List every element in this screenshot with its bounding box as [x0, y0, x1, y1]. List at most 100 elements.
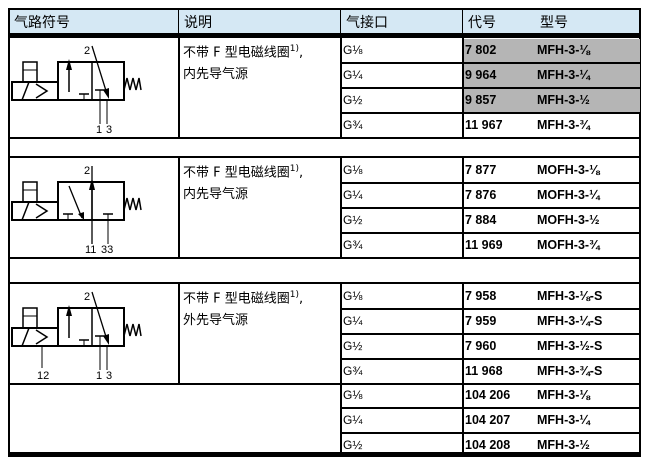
- description: 不带 F 型电磁线圈1), 内先导气源: [183, 158, 303, 206]
- port-size: G½: [343, 213, 363, 227]
- part-number: 7 958: [465, 289, 497, 303]
- row-divider: [340, 207, 641, 209]
- pneumatic-valve-symbol: 2 1 3 12: [11, 291, 142, 382]
- part-number: 104 208: [465, 438, 511, 452]
- port-size: G¼: [343, 188, 363, 202]
- part-number: 11 968: [465, 364, 503, 378]
- part-number: 7 960: [465, 339, 497, 353]
- port-size: G¾: [343, 118, 363, 132]
- model-type: MFH-3-⅛: [537, 43, 590, 57]
- column-divider: [178, 8, 179, 34]
- header-code: 代号: [468, 15, 496, 31]
- model-type: MFH-3-⅛-S: [537, 289, 603, 303]
- description-line1: 不带 F 型电磁线圈: [183, 291, 290, 307]
- port-size: G⅛: [343, 388, 363, 402]
- port-label-in: 1: [96, 370, 102, 382]
- port-size: G½: [343, 93, 363, 107]
- part-number: 11 967: [465, 118, 503, 132]
- row-divider: [340, 308, 641, 310]
- model-type: MFH-3-¼-S: [537, 314, 603, 328]
- row-divider: [340, 182, 641, 184]
- port-size: G½: [343, 339, 363, 353]
- model-type: MFH-3-½: [537, 438, 590, 452]
- port-size: G¼: [343, 413, 363, 427]
- column-divider: [178, 38, 180, 137]
- table-header: [8, 8, 641, 34]
- row-divider: [340, 87, 641, 89]
- model-type: MOFH-3-⅛: [537, 163, 600, 177]
- model-type: MFH-3-½-S: [537, 339, 603, 353]
- column-divider: [178, 158, 180, 257]
- row-divider: [340, 432, 641, 434]
- port-label-out: 2: [84, 45, 90, 57]
- footnote-ref: 1): [289, 44, 299, 54]
- pneumatic-valve-symbol: 2 11 33: [11, 165, 142, 256]
- port-label-in: 11: [85, 244, 96, 256]
- model-type: MFH-3-¾-S: [537, 364, 603, 378]
- port-label-out: 2: [84, 291, 90, 303]
- port-size: G½: [343, 438, 363, 452]
- column-divider: [462, 8, 463, 34]
- section-divider: [8, 383, 641, 385]
- table-bottom-border: [8, 452, 641, 457]
- model-type: MFH-3-⅛: [537, 388, 590, 402]
- port-label-exhaust: 3: [106, 124, 112, 136]
- row-divider: [340, 407, 641, 409]
- port-label-exhaust: 33: [101, 244, 113, 256]
- port-label-pilot: 12: [37, 370, 49, 382]
- header-divider: [8, 33, 641, 38]
- model-type: MOFH-3-¼: [537, 188, 600, 202]
- pneumatic-valve-symbol: 2 1 3: [11, 45, 142, 136]
- footnote-ref: 1): [289, 290, 299, 300]
- header-model: 型号: [540, 15, 568, 31]
- row-divider: [340, 112, 641, 114]
- column-divider: [340, 383, 342, 452]
- part-number: 104 206: [465, 388, 511, 402]
- port-size: G¾: [343, 238, 363, 252]
- highlight-bg: [462, 89, 640, 112]
- port-label-out: 2: [84, 165, 90, 177]
- section-divider: [8, 137, 641, 139]
- part-number: 9 857: [465, 93, 497, 107]
- section-divider: [8, 257, 641, 259]
- description-line1: 不带 F 型电磁线圈: [183, 45, 290, 61]
- part-number: 7 959: [465, 314, 497, 328]
- row-divider: [340, 232, 641, 234]
- header-symbol: 气路符号: [14, 15, 70, 31]
- part-number: 104 207: [465, 413, 511, 427]
- column-divider: [340, 8, 341, 34]
- description-line2: 内先导气源: [183, 67, 249, 83]
- description: 不带 F 型电磁线圈1), 内先导气源: [183, 38, 303, 86]
- comma: ,: [299, 291, 304, 307]
- row-divider: [340, 333, 641, 335]
- port-size: G¾: [343, 364, 363, 378]
- model-type: MFH-3-¾: [537, 118, 590, 132]
- row-divider: [340, 358, 641, 360]
- footnote-ref: 1): [289, 164, 299, 174]
- part-number: 7 876: [465, 188, 497, 202]
- port-label-exhaust: 3: [106, 370, 112, 382]
- model-type: MFH-3-¼: [537, 68, 590, 82]
- description: 不带 F 型电磁线圈1), 外先导气源: [183, 284, 303, 332]
- model-type: MOFH-3-¾: [537, 238, 600, 252]
- part-number: 7 884: [465, 213, 497, 227]
- header-description: 说明: [184, 15, 212, 31]
- model-type: MFH-3-¼: [537, 413, 590, 427]
- comma: ,: [299, 45, 304, 61]
- port-label-in: 1: [96, 124, 102, 136]
- comma: ,: [299, 165, 304, 181]
- part-number: 7 877: [465, 163, 497, 177]
- part-number: 7 802: [465, 43, 497, 57]
- column-divider: [462, 383, 464, 452]
- description-line2: 内先导气源: [183, 187, 249, 203]
- model-type: MFH-3-½: [537, 93, 590, 107]
- port-size: G¼: [343, 68, 363, 82]
- part-number: 9 964: [465, 68, 497, 82]
- highlight-bg: [462, 64, 640, 87]
- header-port: 气接口: [346, 15, 388, 31]
- highlight-bg: [462, 39, 640, 62]
- column-divider: [178, 284, 180, 383]
- section-divider: [8, 156, 641, 158]
- port-size: G⅛: [343, 289, 363, 303]
- port-size: G¼: [343, 314, 363, 328]
